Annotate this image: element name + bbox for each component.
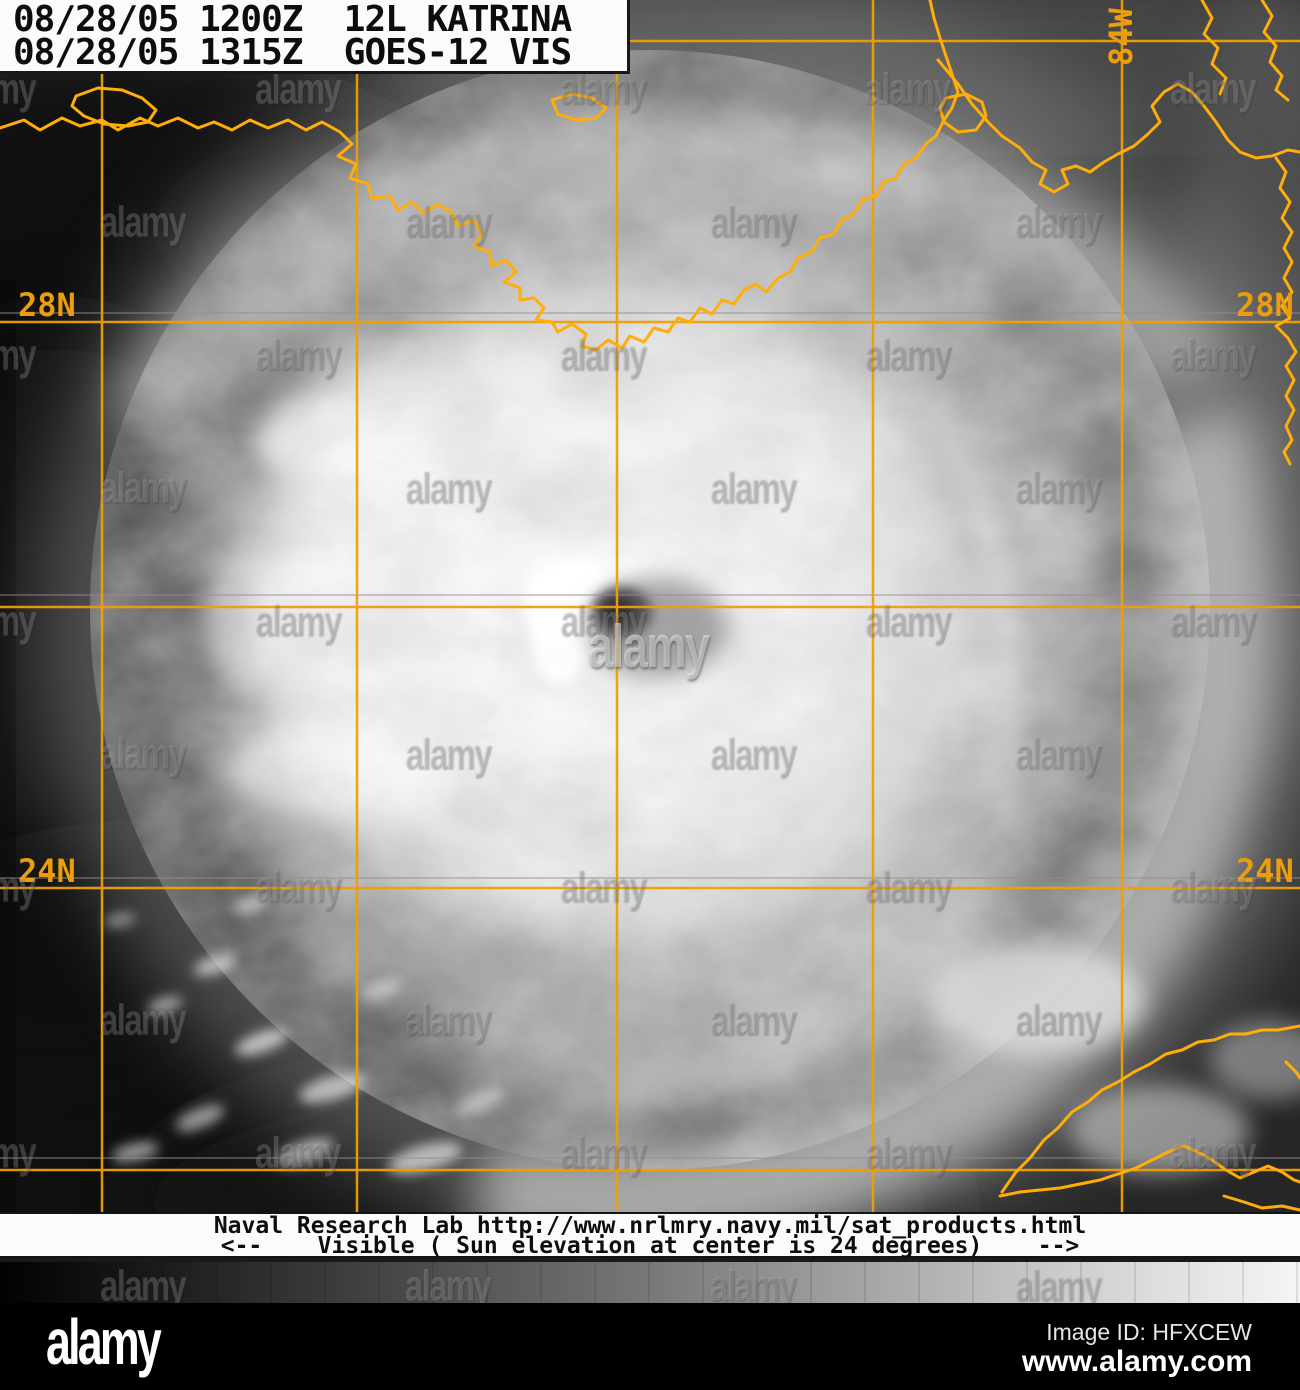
satellite-image: 28N 28N 24N 24N 84W (0, 0, 1300, 1258)
credit-strip: Naval Research Lab http://www.nrlmry.nav… (0, 1212, 1300, 1258)
scattered-clouds (104, 895, 505, 1174)
alamy-logo: alamy (46, 1306, 162, 1378)
timestamp-overlay: 08/28/05 1200Z 12L KATRINA 08/28/05 1315… (0, 0, 630, 74)
credit-source-line: Naval Research Lab http://www.nrlmry.nav… (213, 1213, 1087, 1239)
lat-label-24n-left: 24N (18, 852, 76, 890)
seam-lines (0, 312, 1300, 1159)
hurricane-eye (524, 558, 728, 685)
site-url: www.alamy.com (1021, 1345, 1252, 1378)
credit-channel-line: <-- Visible ( Sun elevation at center is… (220, 1233, 1080, 1259)
lat-label-24n-right: 24N (1236, 852, 1294, 890)
hurricane-clouds (0, 0, 1300, 1258)
grid-labels: 28N 28N 24N 24N 84W (18, 7, 1294, 890)
image-id: Image ID: HFXCEW (1046, 1319, 1252, 1345)
timestamp-line-1: 08/28/05 1200Z 12L KATRINA (13, 0, 572, 40)
latlon-grid (0, 0, 1300, 1258)
lat-label-28n-right: 28N (1236, 286, 1294, 324)
lat-label-28n-left: 28N (18, 286, 76, 324)
lon-label-84w: 84W (1102, 7, 1140, 66)
grayscale-calibration-bar (0, 1258, 1300, 1303)
footer-bar: alamy Image ID: HFXCEW www.alamy.com (0, 1303, 1300, 1390)
timestamp-line-2: 08/28/05 1315Z GOES-12 VIS (13, 32, 572, 73)
coastlines (0, 0, 1300, 1212)
